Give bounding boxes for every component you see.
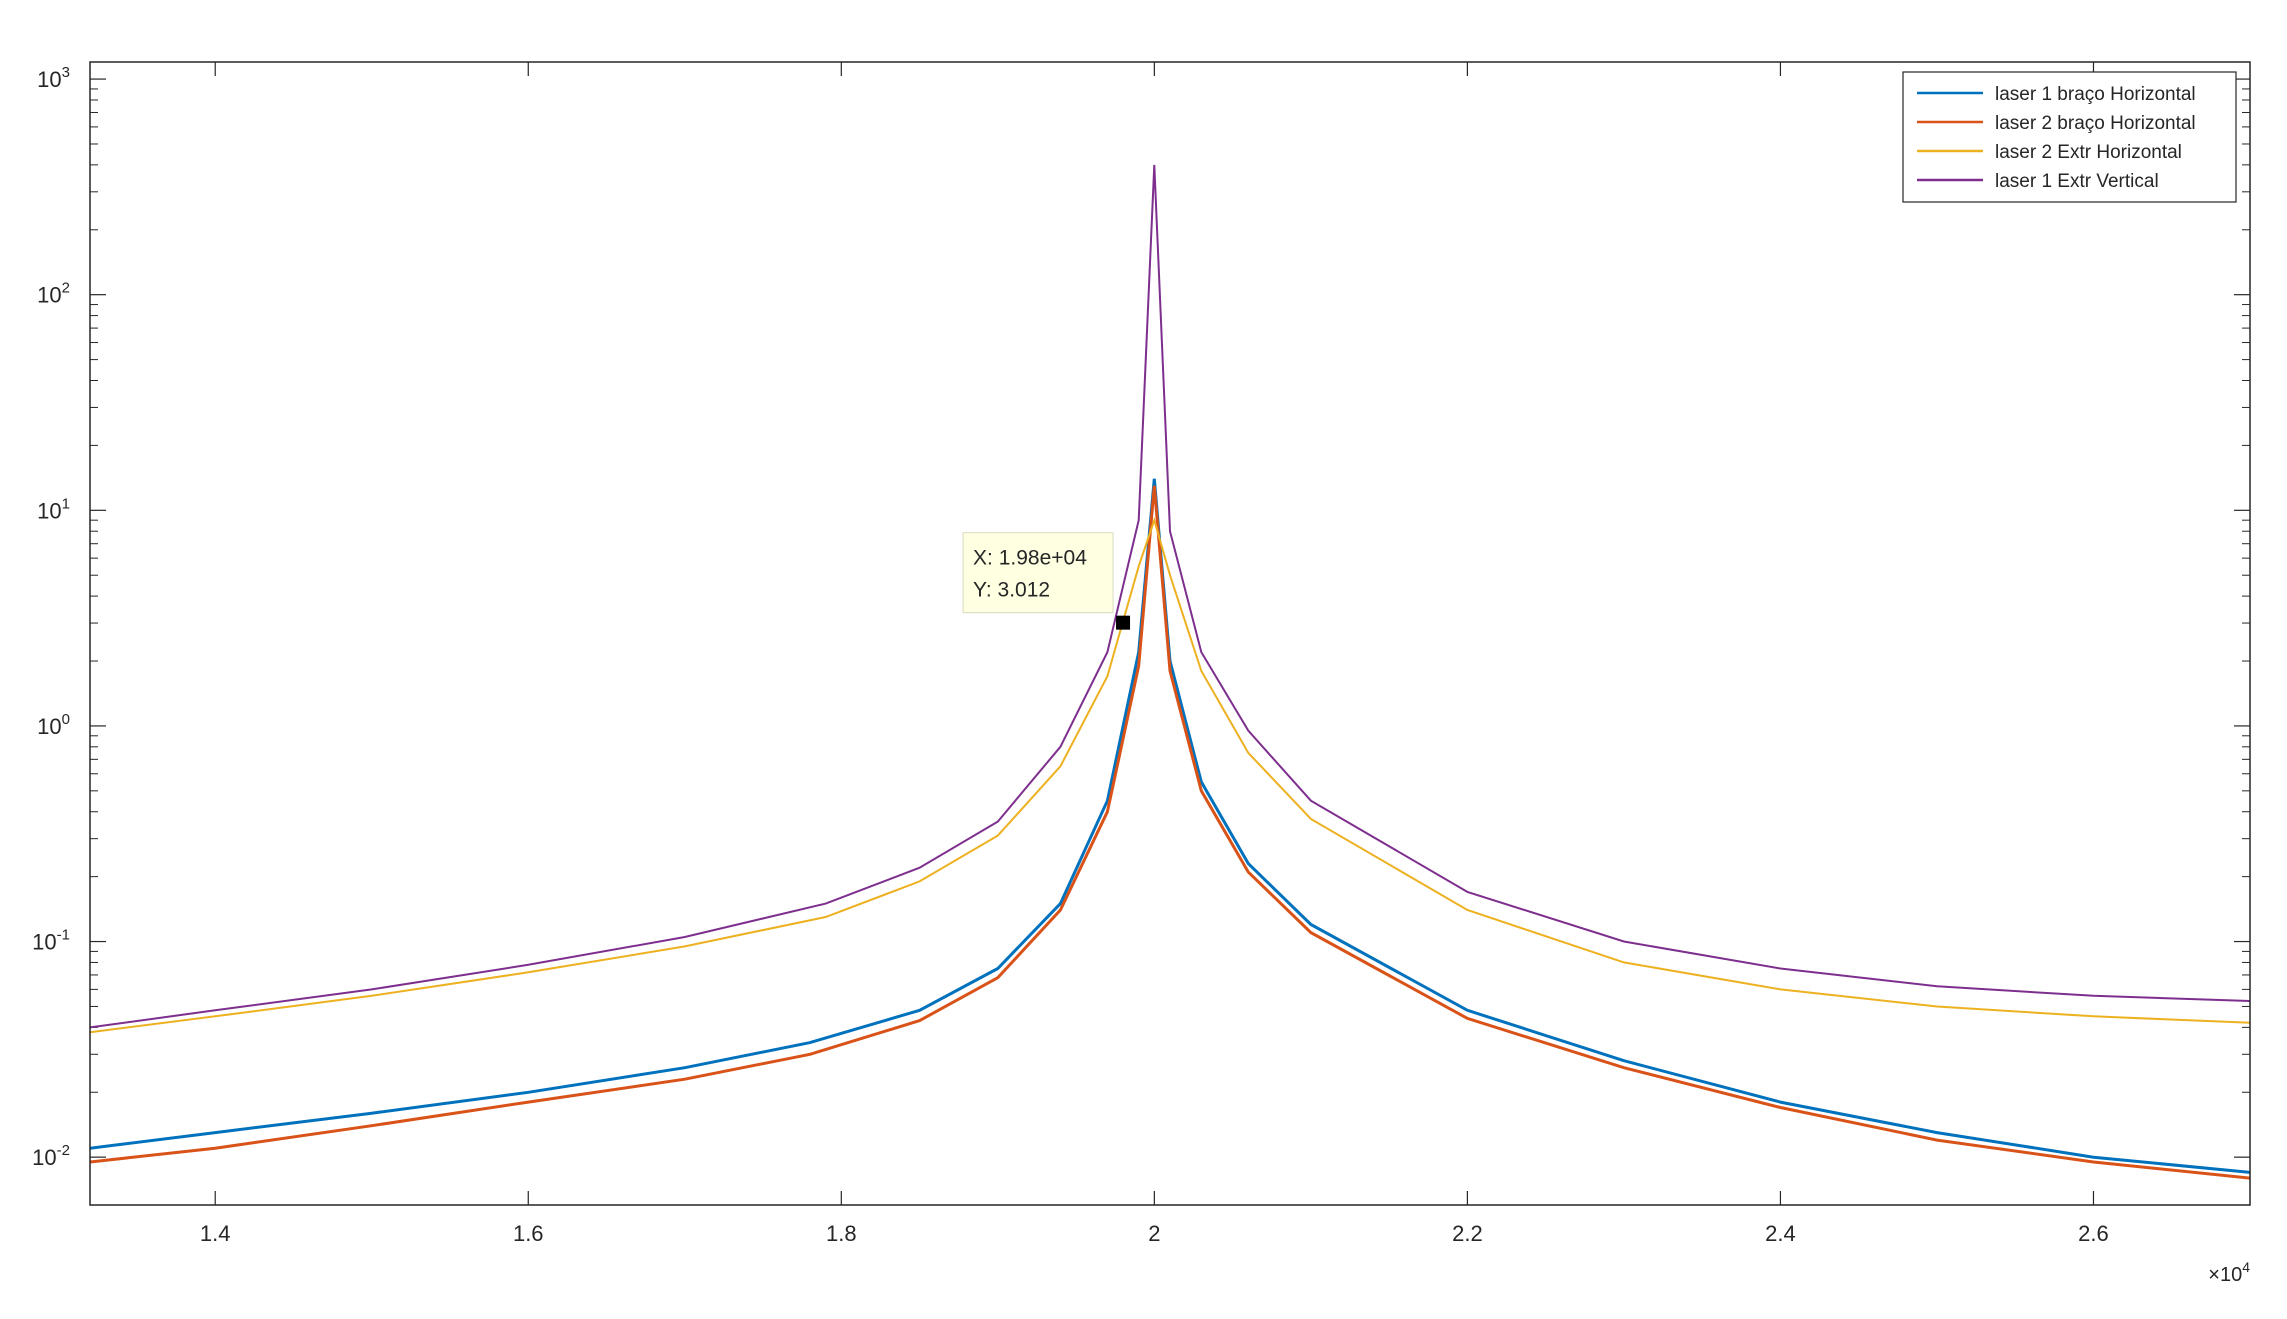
x-tick-label: 1.6 — [513, 1221, 544, 1246]
x-tick-label: 1.4 — [200, 1221, 231, 1246]
x-exponent-base: ×10 — [2208, 1264, 2242, 1286]
y-tick-label: 10-2 — [32, 1142, 70, 1170]
datatip[interactable]: X: 1.98e+04 Y: 3.012 — [962, 532, 1131, 630]
datatip-box — [962, 532, 1114, 614]
legend-label: laser 2 Extr Horizontal — [1995, 142, 2182, 163]
legend-label: laser 2 braço Horizontal — [1995, 113, 2196, 134]
x-exponent-power: 4 — [2242, 1259, 2250, 1275]
x-axis-exponent: ×104 — [2208, 1259, 2250, 1286]
series-line-4 — [90, 164, 2250, 1029]
y-tick-label: 101 — [37, 495, 70, 523]
legend-label: laser 1 Extr Vertical — [1995, 171, 2159, 192]
x-tick-label: 2.6 — [2078, 1221, 2109, 1246]
x-tick-label: 2.2 — [1452, 1221, 1483, 1246]
series-line-3 — [90, 516, 2250, 1034]
plot-area-border — [89, 61, 2251, 1206]
datatip-y-label: Y: 3.012 — [973, 579, 1050, 602]
tick-labels: 1.4 1.6 1.8 2 2.2 2.4 2.6 10-2 10-1 100 101 102 103 — [32, 64, 2109, 1246]
legend[interactable]: laser 1 braço Horizontal laser 2 braço Ho… — [1902, 71, 2237, 203]
datatip-marker[interactable] — [1116, 615, 1131, 630]
series-line-2 — [90, 485, 2250, 1180]
x-tick-label: 1.8 — [826, 1221, 857, 1246]
tick-marks — [90, 62, 2250, 1205]
datatip-x-label: X: 1.98e+04 — [973, 547, 1087, 570]
y-tick-label: 100 — [37, 711, 70, 739]
x-tick-label: 2.4 — [1765, 1221, 1796, 1246]
y-tick-label: 103 — [37, 64, 70, 92]
legend-label: laser 1 braço Horizontal — [1995, 84, 2196, 105]
y-tick-label: 102 — [37, 280, 70, 308]
y-tick-label: 10-1 — [32, 927, 70, 955]
plot-series — [90, 164, 2250, 1180]
x-tick-label: 2 — [1148, 1221, 1160, 1246]
